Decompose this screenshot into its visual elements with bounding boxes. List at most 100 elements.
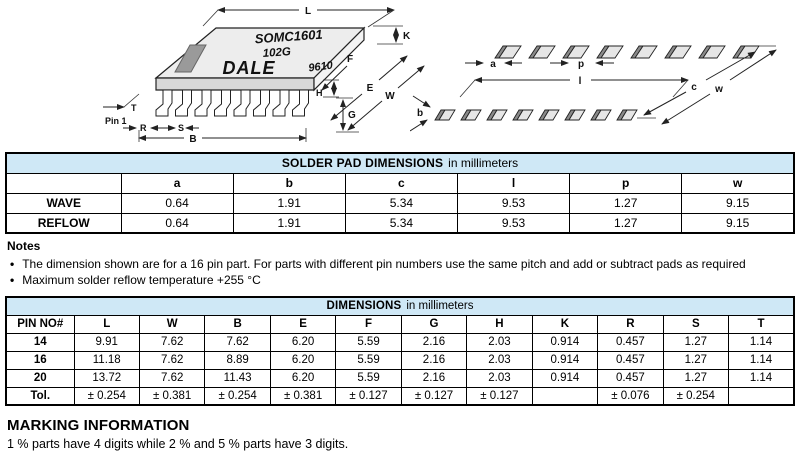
cell-14-G: 2.16: [400, 332, 468, 352]
cell-wave-p: 1.27: [569, 192, 683, 214]
marking-heading: MARKING INFORMATION: [7, 417, 190, 434]
solder-pad-table: SOLDER PAD DIMENSIONS in millimeters a b …: [5, 152, 795, 234]
cell-20-W: 7.62: [138, 368, 206, 388]
chip-marking-line2: 102G: [262, 46, 291, 60]
cell-14-T: 1.14: [728, 332, 795, 352]
dimensions-table-title-bar: DIMENSIONS in millimeters: [5, 296, 795, 316]
dims-col-W: W: [138, 314, 206, 334]
table-row: 14 9.91 7.62 7.62 6.20 5.59 2.16 2.03 0.…: [5, 332, 795, 352]
dim-label-S: S: [178, 123, 184, 133]
solder-pad-table-title: SOLDER PAD DIMENSIONS: [281, 156, 444, 171]
table-row: WAVE 0.64 1.91 5.34 9.53 1.27 9.15: [5, 192, 795, 214]
dims-col-K: K: [531, 314, 599, 334]
dim-label-a: a: [490, 59, 496, 70]
cell-14-S: 1.27: [662, 332, 730, 352]
table-row: 20 13.72 7.62 11.43 6.20 5.59 2.16 2.03 …: [5, 368, 795, 388]
cell-20-E: 6.20: [269, 368, 337, 388]
dim-label-K: K: [403, 31, 411, 42]
row-label-16: 16: [5, 350, 75, 370]
row-label-20: 20: [5, 368, 75, 388]
solder-pad-table-title-bar: SOLDER PAD DIMENSIONS in millimeters: [5, 152, 795, 174]
solder-pad-col-b: b: [232, 172, 346, 194]
cell-16-R: 0.457: [597, 350, 664, 370]
bullet-icon: •: [10, 273, 15, 287]
cell-16-T: 1.14: [728, 350, 795, 370]
note-text-1: The dimension shown are for a 16 pin par…: [22, 257, 746, 271]
cell-reflow-l: 9.53: [456, 212, 571, 234]
solder-pad-header-row: a b c l p w: [5, 172, 795, 194]
chip-marking-line1: SOMC1601: [254, 27, 323, 47]
cell-reflow-w: 9.15: [681, 212, 795, 234]
dim-label-c: c: [691, 82, 697, 93]
top-pad-row: [494, 45, 760, 59]
list-item: • The dimension shown are for a 16 pin p…: [7, 256, 795, 272]
solder-pad-header-empty: [5, 172, 122, 194]
list-item: • Maximum solder reflow temperature +255…: [7, 272, 795, 288]
diagrams-section: SOMC1601 102G DALE 9610 L K F: [5, 0, 795, 148]
cell-20-T: 1.14: [728, 368, 795, 388]
solder-pad-col-p: p: [569, 172, 683, 194]
cell-14-B: 7.62: [204, 332, 271, 352]
bottom-pad-row: [434, 109, 638, 121]
cell-wave-w: 9.15: [681, 192, 795, 214]
cell-wave-b: 1.91: [232, 192, 346, 214]
note-text-2: Maximum solder reflow temperature +255 °…: [22, 273, 261, 287]
cell-14-E: 6.20: [269, 332, 337, 352]
dimensions-table: DIMENSIONS in millimeters PIN NO# L W B E…: [5, 296, 795, 406]
cell-wave-l: 9.53: [456, 192, 571, 214]
marking-section: MARKING INFORMATION 1 % parts have 4 dig…: [5, 417, 795, 451]
cell-reflow-c: 5.34: [344, 212, 458, 234]
notes-section: Notes • The dimension shown are for a 16…: [5, 239, 795, 288]
dims-col-G: G: [400, 314, 468, 334]
row-label-wave: WAVE: [5, 192, 122, 214]
solder-pad-col-l: l: [456, 172, 571, 194]
cell-20-S: 1.27: [662, 368, 730, 388]
cell-16-H: 2.03: [466, 350, 533, 370]
solder-pad-diagram: a p l c w: [409, 0, 798, 151]
cell-tol-F: ± 0.127: [335, 386, 402, 406]
dims-col-F: F: [335, 314, 402, 334]
dims-col-E: E: [269, 314, 337, 334]
cell-20-R: 0.457: [597, 368, 664, 388]
cell-16-F: 5.59: [335, 350, 402, 370]
bullet-icon: •: [10, 257, 15, 271]
dim-label-W: W: [385, 91, 395, 102]
cell-14-L: 9.91: [73, 332, 140, 352]
cell-wave-c: 5.34: [344, 192, 458, 214]
row-label-14: 14: [5, 332, 75, 352]
cell-tol-K: [531, 386, 599, 406]
table-row: REFLOW 0.64 1.91 5.34 9.53 1.27 9.15: [5, 212, 795, 234]
dims-col-R: R: [597, 314, 664, 334]
cell-reflow-a: 0.64: [120, 212, 234, 234]
cell-tol-T: [728, 386, 795, 406]
cell-tol-E: ± 0.381: [269, 386, 337, 406]
package-body-drawing: [154, 26, 366, 92]
cell-16-K: 0.914: [531, 350, 599, 370]
row-label-tol: Tol.: [5, 386, 75, 406]
cell-16-W: 7.62: [138, 350, 206, 370]
cell-tol-G: ± 0.127: [400, 386, 468, 406]
dim-label-b: b: [417, 108, 423, 119]
dim-label-E: E: [367, 83, 374, 94]
package-diagram: SOMC1601 102G DALE 9610 L K F: [91, 0, 431, 151]
cell-20-H: 2.03: [466, 368, 533, 388]
dims-col-S: S: [662, 314, 730, 334]
cell-14-H: 2.03: [466, 332, 533, 352]
dim-label-B: B: [189, 134, 196, 145]
dim-label-l: l: [579, 76, 582, 87]
pin1-marking-area: [174, 44, 207, 73]
cell-16-G: 2.16: [400, 350, 468, 370]
dim-label-F: F: [347, 54, 353, 65]
chip-date-code: 9610: [308, 59, 335, 74]
cell-16-B: 8.89: [204, 350, 271, 370]
cell-tol-S: ± 0.254: [662, 386, 730, 406]
package-leads: [155, 89, 309, 117]
dim-label-L: L: [305, 6, 311, 17]
dim-label-R: R: [140, 123, 147, 133]
dimensions-table-title: DIMENSIONS: [326, 300, 402, 313]
dims-col-H: H: [466, 314, 533, 334]
cell-tol-W: ± 0.381: [138, 386, 206, 406]
brand-logo: DALE: [223, 58, 276, 78]
row-label-reflow: REFLOW: [5, 212, 122, 234]
